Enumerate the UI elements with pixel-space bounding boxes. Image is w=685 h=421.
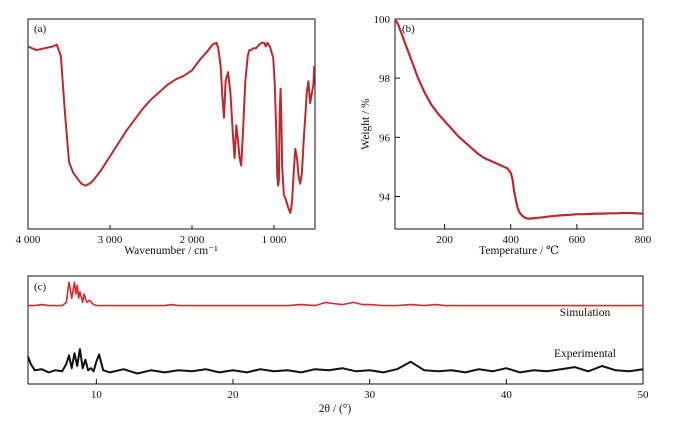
panel-c-xtick-label: 20 (228, 389, 240, 401)
panel-a-label: (a) (34, 23, 47, 35)
panel-b-xtick-label: 600 (569, 234, 586, 246)
panel-a-xlabel: Wavenumber / cm⁻¹ (124, 245, 218, 257)
panel-a: (a) 4 000 3 000 2 000 1 000 Wavenumber / cm… (16, 18, 316, 257)
panel-c: (c) 10 20 30 40 50 Simulation Experimental 2… (27, 275, 649, 415)
panel-b-ytick-label: 100 (374, 14, 391, 26)
panel-b: (b) 200 400 600 800 94 96 98 100 Temperature / … (360, 14, 652, 257)
panel-c-xtick-label: 10 (91, 389, 103, 401)
panel-b-xtick-label: 200 (436, 234, 453, 246)
panel-c-experimental-line (27, 348, 644, 375)
panel-a-xtick-label: 1 000 (262, 234, 287, 246)
panel-a-xtick-label: 2 000 (180, 234, 205, 246)
panel-b-ytick-label: 98 (379, 73, 391, 85)
panel-b-ytick-label: 94 (379, 191, 391, 203)
panel-c-xtick-label: 40 (501, 389, 513, 401)
panel-b-xtick-label: 400 (502, 234, 519, 246)
panel-c-simulation-annotation: Simulation (560, 307, 611, 319)
panel-b-xtick-label: 800 (635, 234, 652, 246)
panel-b-xlabel: Temperature / ℃ (479, 245, 559, 257)
panel-b-label: (b) (402, 23, 415, 35)
panel-c-xtick-label: 50 (638, 389, 650, 401)
panel-a-frame (27, 18, 316, 230)
panel-b-ticks: 200 400 600 800 94 96 98 100 (374, 14, 652, 246)
panel-b-frame (394, 18, 644, 230)
panel-a-ticks: 4 000 3 000 2 000 1 000 (16, 225, 287, 246)
panel-a-xtick-label: 3 000 (98, 234, 123, 246)
panel-c-experimental-annotation: Experimental (554, 348, 616, 360)
panel-c-simulation-line (28, 281, 643, 307)
panel-c-frame (27, 275, 644, 385)
panel-b-series-line (394, 18, 644, 220)
panel-c-label: (c) (34, 281, 47, 293)
panel-c-ticks: 10 20 30 40 50 (91, 379, 649, 401)
panel-b-ylabel: Weight / % (360, 98, 372, 150)
panel-a-series-line (27, 41, 316, 214)
panel-b-ytick-label: 96 (379, 132, 391, 144)
panel-c-xtick-label: 30 (364, 389, 376, 401)
panel-a-xtick-label: 4 000 (16, 234, 41, 246)
panel-c-xlabel: 2θ / (°) (319, 403, 352, 415)
